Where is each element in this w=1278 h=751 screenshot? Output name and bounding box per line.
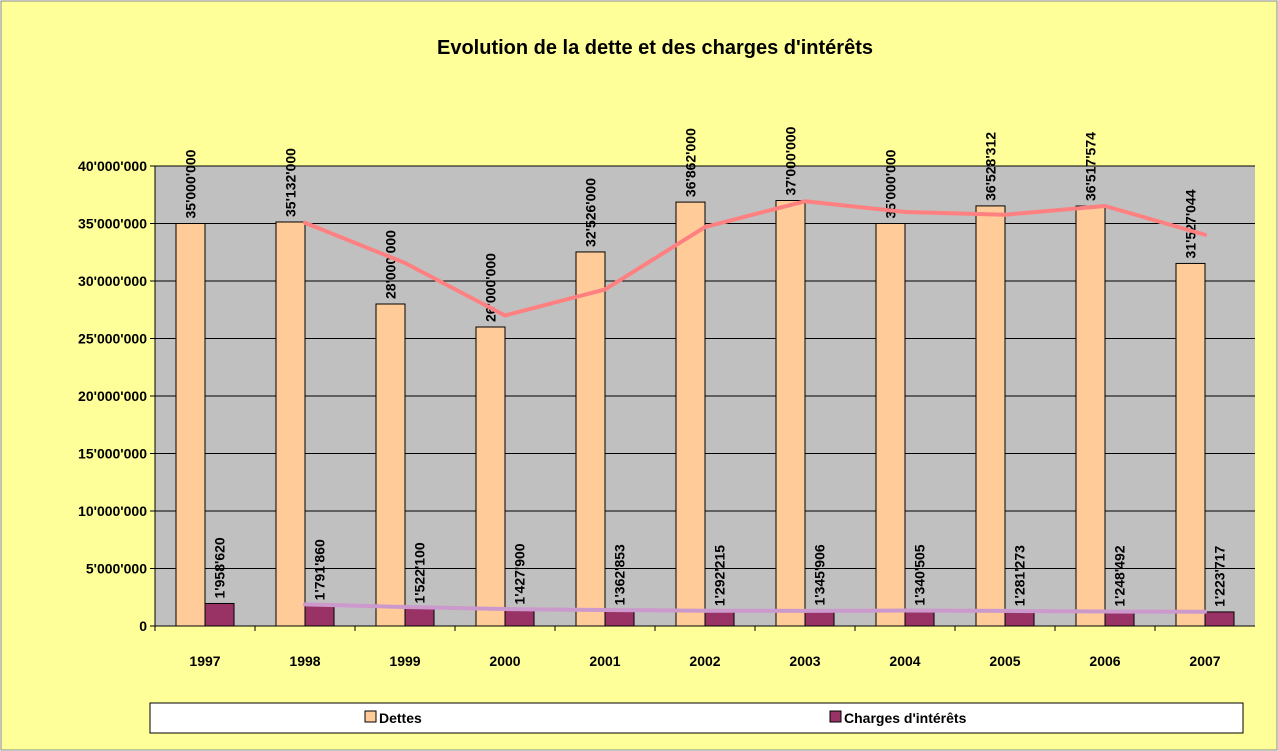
data-label: 1'248'492 [1112,545,1128,606]
bar [1004,610,1035,627]
bar [375,303,406,627]
x-tick-label: 1998 [289,653,320,669]
bar [304,604,335,627]
y-tick-label: 0 [139,618,147,634]
data-label: 28'000'000 [383,230,399,299]
x-tick-label: 2002 [689,653,720,669]
legend [149,702,1244,734]
trendline [703,199,807,230]
trendline [1103,203,1207,237]
x-tick-label: 2001 [589,653,620,669]
data-label: 36'862'000 [683,128,699,197]
data-label: 35'000'000 [183,149,199,218]
bar [1104,611,1135,627]
bar [775,200,806,627]
data-label: 36'517'574 [1083,132,1099,201]
trendline [403,260,507,318]
x-tick-label: 2004 [889,653,920,669]
data-label: 1'427'900 [512,543,528,604]
bar [504,609,535,627]
bar [1204,611,1235,627]
bar [175,223,206,627]
data-label: 1'791'860 [312,539,328,600]
trendline [403,604,507,612]
data-label: 32'526'000 [583,178,599,247]
legend-label: Charges d'intérêts [844,710,967,726]
x-tick-label: 2007 [1189,653,1220,669]
bar [604,609,635,627]
trendline [803,199,907,214]
bar [1075,205,1106,627]
data-label: 1'281'273 [1012,545,1028,606]
bar [1175,262,1206,627]
y-tick-label: 35'000'000 [78,216,147,232]
data-label: 1'958'620 [212,537,228,598]
bar [204,602,235,627]
trendline [503,607,607,612]
y-tick-label: 20'000'000 [78,388,147,404]
chart-title: Evolution de la dette et des charges d'i… [437,37,873,59]
trendline [303,602,407,609]
y-tick-label: 15'000'000 [78,446,147,462]
data-label: 31'527'044 [1183,189,1199,258]
data-label: 1'345'906 [812,544,828,605]
bar [975,205,1006,627]
data-label: 1'223'717 [1212,546,1228,607]
trendline [603,225,707,292]
bar [475,326,506,627]
x-tick-label: 2003 [789,653,820,669]
data-label: 35'132'000 [283,148,299,217]
legend-swatch [829,710,842,723]
data-label: 1'292'215 [712,545,728,606]
y-tick-label: 10'000'000 [78,503,147,519]
legend-swatch [364,710,377,723]
x-tick-label: 1997 [189,653,220,669]
legend-label: Dettes [379,710,422,726]
y-tick-label: 25'000'000 [78,331,147,347]
y-tick-label: 30'000'000 [78,273,147,289]
x-tick-label: 2000 [489,653,520,669]
x-tick-label: 2006 [1089,653,1120,669]
bar [875,223,906,627]
trendline [903,210,1007,217]
y-tick-label: 5'000'000 [86,561,147,577]
bar [275,221,306,627]
bar [575,251,606,627]
bar [404,607,435,627]
x-tick-label: 1999 [389,653,420,669]
trendline [1003,203,1107,217]
bar [675,201,706,627]
bar [904,610,935,627]
trendline [1003,608,1107,614]
bar [804,610,835,627]
y-tick-label: 40'000'000 [78,158,147,174]
bar [704,610,735,627]
data-label: 35'000'000 [883,149,899,218]
trendline [603,607,707,613]
data-label: 37'000'000 [783,126,799,195]
x-tick-label: 2005 [989,653,1020,669]
trendline [503,287,607,318]
data-label: 1'522'100 [412,542,428,603]
data-label: 36'528'312 [983,132,999,201]
data-label: 1'362'853 [612,544,628,605]
trendline [303,220,407,265]
data-label: 1'340'505 [912,544,928,605]
